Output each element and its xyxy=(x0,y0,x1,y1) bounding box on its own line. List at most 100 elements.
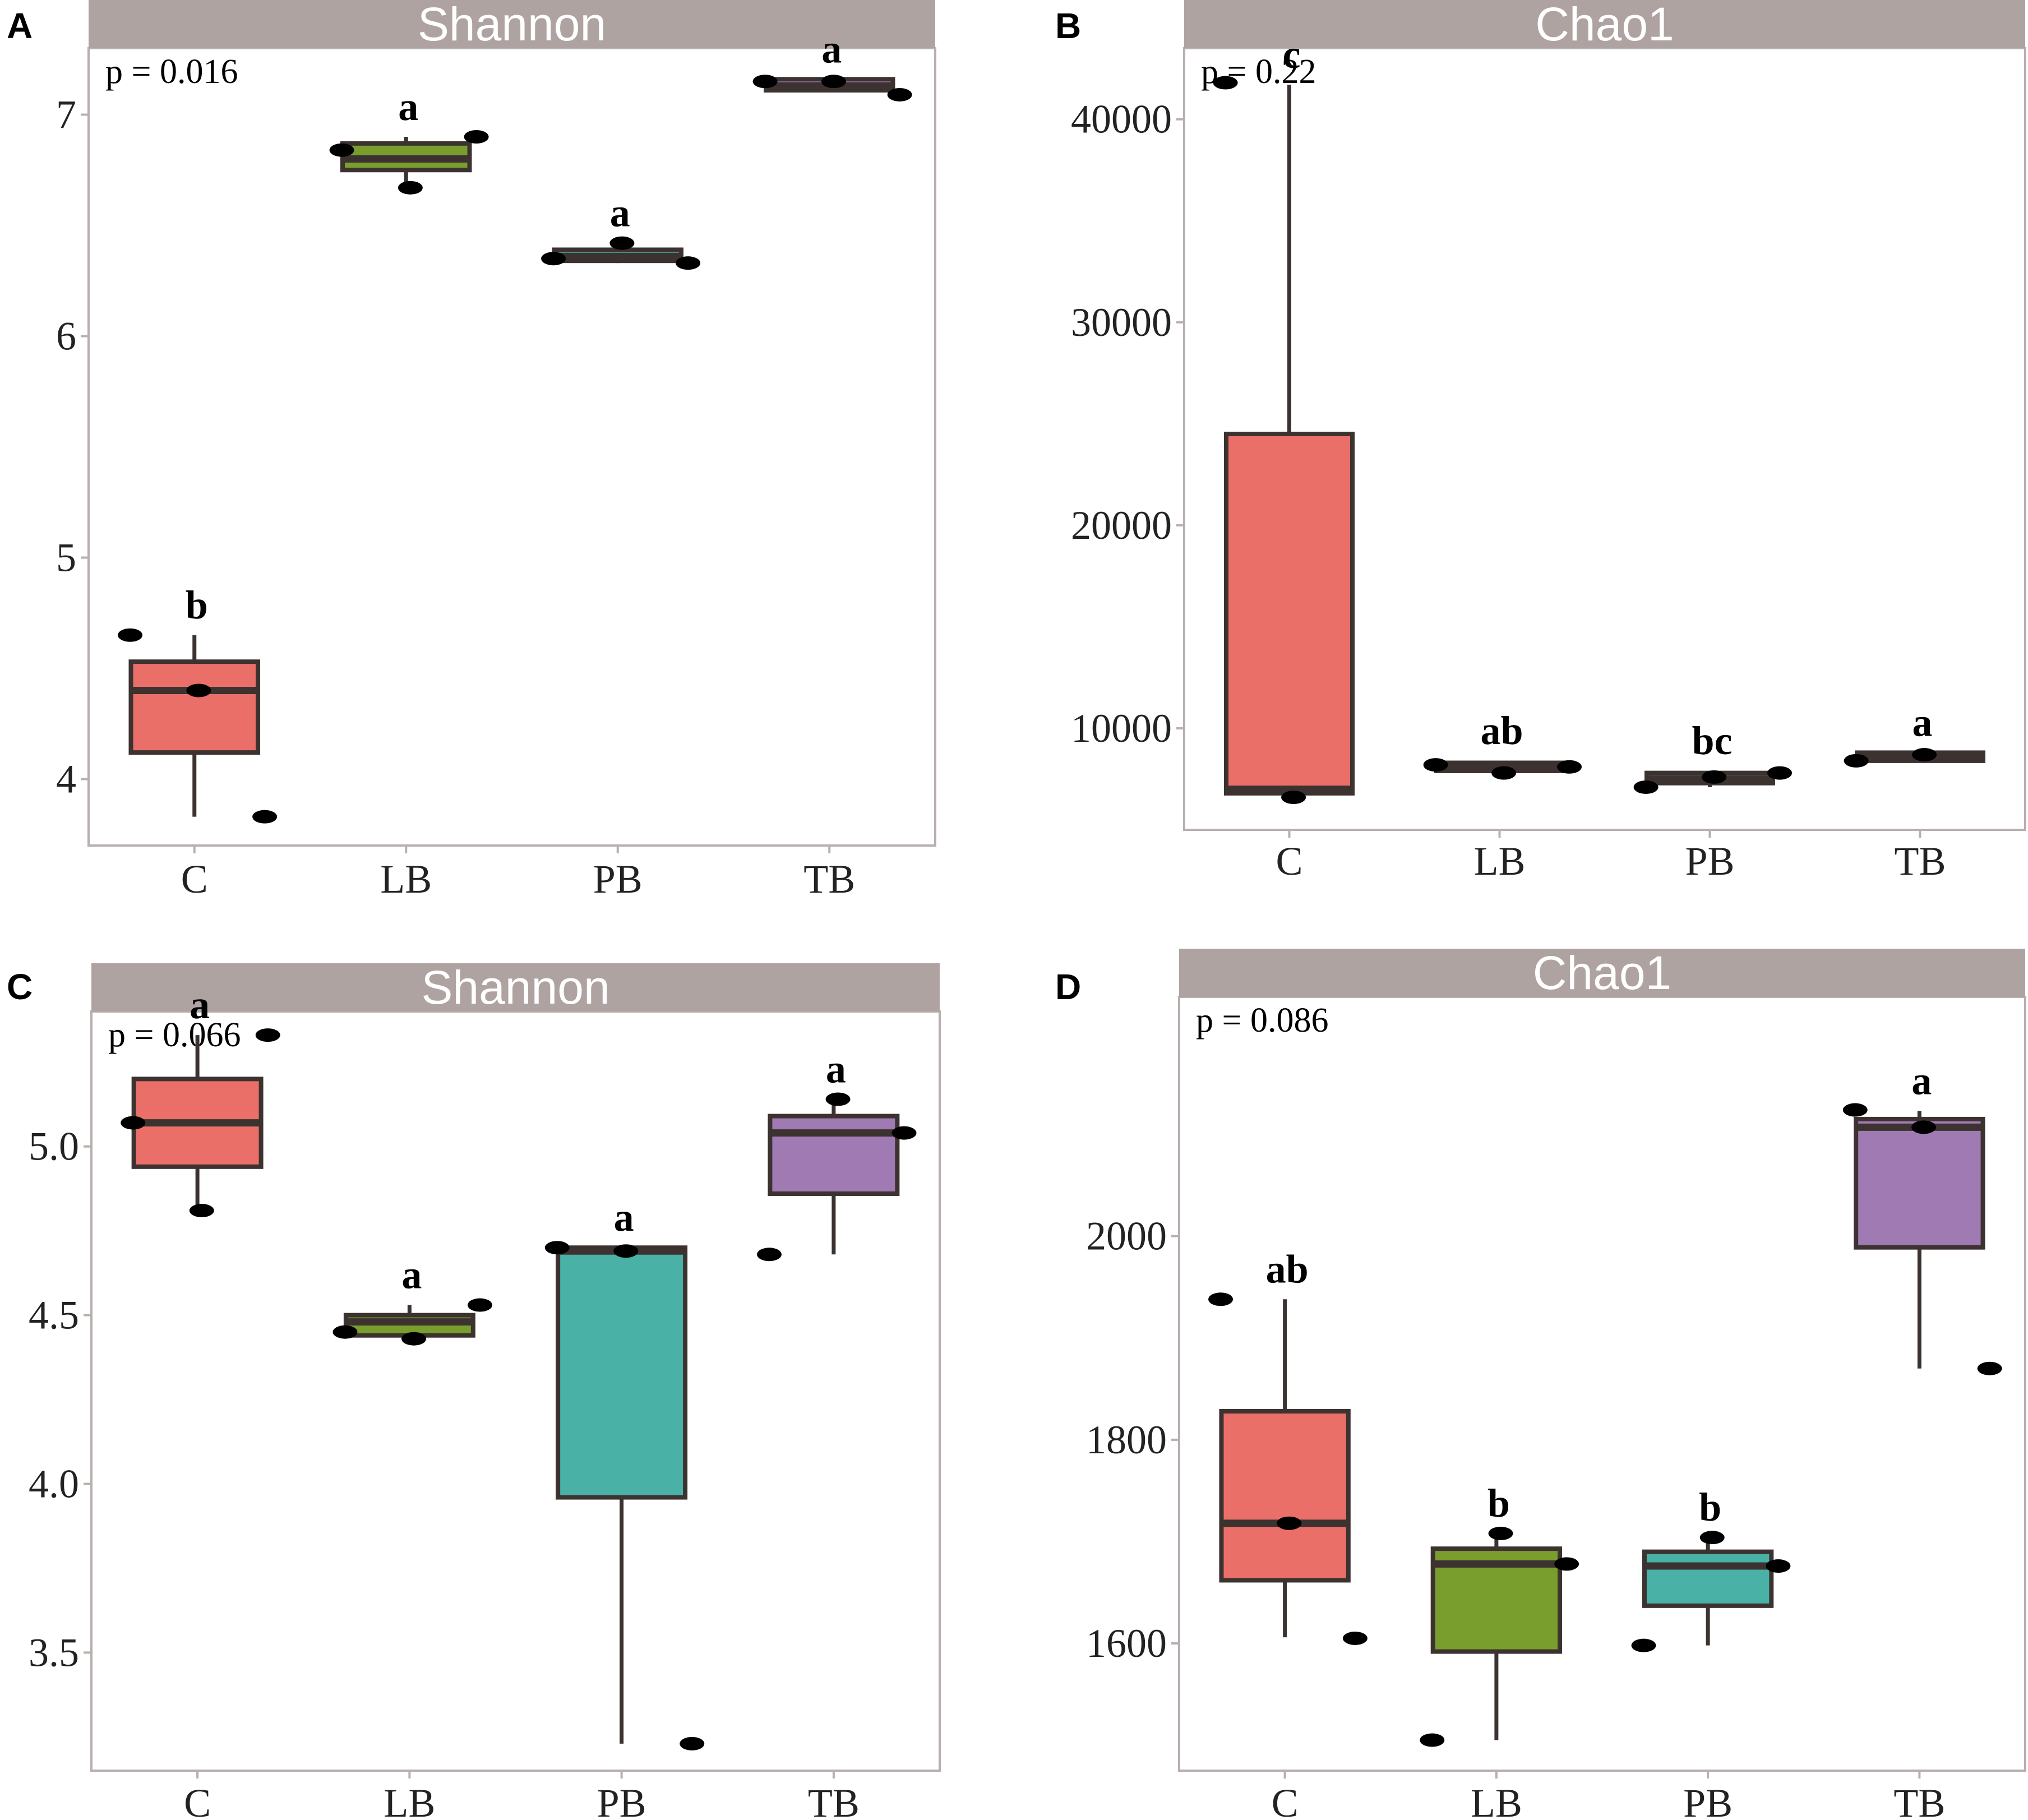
x-tick-label: PB xyxy=(1683,1781,1733,1820)
significance-letter: a xyxy=(614,1195,634,1240)
significance-letter: a xyxy=(401,1253,422,1297)
significance-letter: ab xyxy=(1480,708,1523,753)
x-tick-label: C xyxy=(181,857,208,902)
data-point xyxy=(1631,1638,1656,1652)
data-point xyxy=(680,1736,705,1750)
strip-title: Shannon xyxy=(418,0,606,50)
panel-letter: B xyxy=(1055,6,1081,46)
data-point xyxy=(1208,1292,1234,1306)
data-point xyxy=(1911,1120,1937,1134)
y-tick-label: 4 xyxy=(56,757,76,802)
data-point xyxy=(821,75,846,89)
data-point xyxy=(189,1204,214,1218)
y-tick-label: 30000 xyxy=(1071,300,1172,345)
y-tick-label: 4.5 xyxy=(29,1293,79,1338)
strip-header xyxy=(1184,0,2025,48)
data-point xyxy=(1213,76,1238,90)
data-point xyxy=(332,1325,358,1339)
box-lb: a xyxy=(332,1253,492,1346)
x-tick-label: C xyxy=(1272,1781,1299,1820)
y-tick-label: 10000 xyxy=(1071,706,1172,751)
box-body xyxy=(1219,1409,1351,1583)
box-body xyxy=(768,1114,900,1196)
box-tb: a xyxy=(752,26,912,101)
box-tb: a xyxy=(1844,700,1985,768)
data-point xyxy=(1844,754,1869,768)
data-point xyxy=(1633,780,1659,794)
significance-letter: a xyxy=(821,26,842,71)
significance-letter: a xyxy=(398,84,418,129)
significance-letter: b xyxy=(1487,1481,1510,1526)
strip-title: Shannon xyxy=(421,961,609,1014)
y-tick-label: 1600 xyxy=(1086,1621,1167,1666)
data-point xyxy=(1767,766,1793,780)
box-lb: ab xyxy=(1423,708,1582,780)
data-point xyxy=(401,1332,427,1346)
box-body xyxy=(1642,1549,1774,1608)
x-tick-label: LB xyxy=(384,1781,435,1820)
significance-letter: a xyxy=(190,982,210,1027)
strip-title: Chao1 xyxy=(1533,946,1672,999)
data-point xyxy=(756,1248,782,1262)
y-tick-label: 20000 xyxy=(1071,503,1172,548)
box-body xyxy=(1224,431,1355,796)
significance-letter: a xyxy=(826,1046,846,1091)
y-tick-label: 3.5 xyxy=(29,1630,79,1675)
data-point xyxy=(544,1241,570,1255)
data-point xyxy=(252,810,278,824)
box-pb: a xyxy=(541,191,701,270)
box-c: ab xyxy=(1208,1246,1368,1645)
significance-letter: a xyxy=(1911,1058,1932,1103)
p-value: p = 0.066 xyxy=(108,1016,241,1054)
data-point xyxy=(1766,1559,1791,1573)
data-point xyxy=(1491,766,1517,780)
x-tick-label: LB xyxy=(1471,1781,1522,1820)
box-pb: bc xyxy=(1633,718,1793,794)
y-tick-label: 5 xyxy=(56,535,76,580)
plot-area xyxy=(1178,996,2026,1772)
significance-letter: c xyxy=(1283,32,1301,77)
significance-letter: b xyxy=(186,583,208,627)
panel-d: Chao1 Dp = 0.086 1600 1800 2000 C LB PB TB ab b b a xyxy=(1055,946,2026,1820)
box-body xyxy=(1854,1116,1985,1250)
panel-letter: D xyxy=(1055,967,1081,1007)
strip-header xyxy=(91,963,940,1011)
x-tick-label: PB xyxy=(593,857,643,902)
box-tb: a xyxy=(1842,1058,2002,1375)
box-c: c xyxy=(1213,32,1355,805)
data-point xyxy=(1977,1361,2002,1375)
y-tick-label: 2000 xyxy=(1086,1214,1167,1259)
x-tick-label: LB xyxy=(380,857,432,902)
panel-letter: C xyxy=(7,967,33,1007)
data-point xyxy=(752,75,778,89)
p-value: p = 0.016 xyxy=(105,53,238,91)
x-tick-label: C xyxy=(184,1781,211,1820)
y-tick-label: 40000 xyxy=(1071,97,1172,142)
x-tick-label: LB xyxy=(1473,839,1525,884)
panel-a: Shannon Ap = 0.016 4 5 6 7 C LB PB TB b a a a xyxy=(7,0,936,902)
data-point xyxy=(255,1028,280,1042)
data-point xyxy=(464,130,489,144)
data-point xyxy=(887,87,912,101)
box-tb: a xyxy=(756,1046,917,1262)
significance-letter: b xyxy=(1699,1485,1721,1530)
strip-header xyxy=(1179,949,2025,997)
x-tick-label: PB xyxy=(1685,839,1734,884)
data-point xyxy=(1342,1631,1368,1645)
y-tick-label: 1800 xyxy=(1086,1417,1167,1462)
strip-header xyxy=(89,0,935,48)
data-point xyxy=(1702,770,1727,784)
x-tick-label: TB xyxy=(1893,1781,1945,1820)
significance-letter: a xyxy=(610,191,630,235)
data-point xyxy=(1488,1526,1513,1540)
data-point xyxy=(1912,748,1937,762)
data-point xyxy=(891,1126,917,1140)
data-point xyxy=(676,256,701,270)
data-point xyxy=(118,628,143,642)
data-point xyxy=(1557,760,1582,774)
data-point xyxy=(329,143,354,157)
box-pb: a xyxy=(544,1195,705,1750)
box-lb: b xyxy=(1420,1481,1579,1747)
y-tick-label: 4.0 xyxy=(29,1461,79,1506)
